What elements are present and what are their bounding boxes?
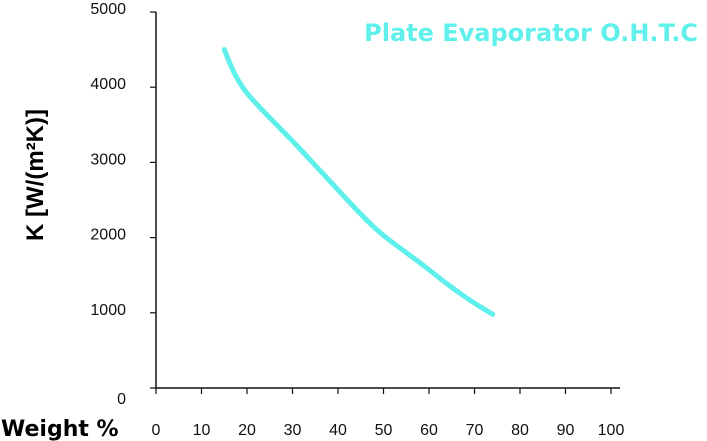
y-tick-label: 2000 [90, 227, 126, 244]
y-axis-label: K [W/(m²K)] [22, 109, 49, 241]
y-axis-ticks: 0 1000 2000 3000 4000 5000 [90, 1, 156, 408]
x-tick-label: 80 [511, 422, 529, 439]
y-tick-label: 3000 [90, 151, 126, 168]
x-tick-label: 40 [329, 422, 347, 439]
x-tick-label: 10 [193, 422, 211, 439]
x-tick-label: 0 [152, 422, 161, 439]
y-tick-label: 4000 [90, 76, 126, 93]
y-tick-label: 1000 [90, 302, 126, 319]
series-layer [221, 47, 496, 317]
x-tick-label: 20 [238, 422, 256, 439]
x-tick-label: 90 [557, 422, 575, 439]
x-axis-ticks: 0 10 20 30 40 50 60 70 80 90 100 [152, 388, 625, 439]
y-tick-label: 5000 [90, 1, 126, 18]
x-tick-label: 50 [375, 422, 393, 439]
series-line [221, 47, 496, 317]
x-tick-label: 60 [420, 422, 438, 439]
x-axis-label: Weight % [1, 417, 119, 441]
x-tick-label: 100 [598, 422, 625, 439]
y-tick-label: 0 [117, 391, 126, 408]
chart-title: Plate Evaporator O.H.T.C [364, 19, 698, 47]
x-tick-label: 70 [466, 422, 484, 439]
x-tick-label: 30 [284, 422, 302, 439]
